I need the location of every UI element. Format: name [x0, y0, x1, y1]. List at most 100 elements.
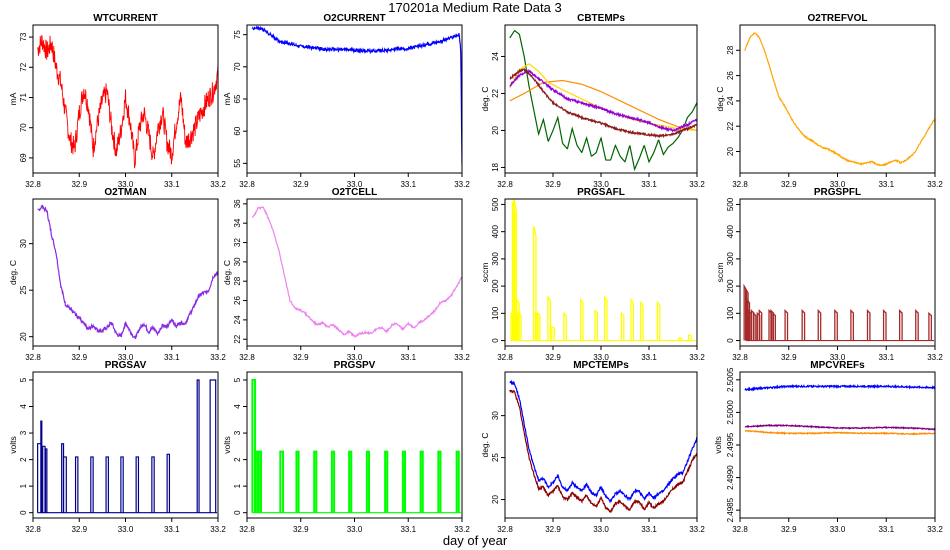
- y-tick-label: 28: [233, 276, 242, 285]
- series-prgspfl-spike: [834, 309, 838, 341]
- series-prgspv-pulse: [455, 450, 460, 513]
- y-tick-label: 55: [233, 158, 242, 167]
- x-tick-label: 33.0: [830, 180, 846, 189]
- x-tick-label: 32.9: [781, 525, 797, 534]
- y-tick-label: 26: [726, 71, 735, 80]
- x-tick-label: 33.1: [641, 525, 657, 534]
- panel-title: O2TREFVOL: [807, 13, 867, 24]
- y-tick-label: 30: [491, 411, 500, 420]
- x-tick-label: 33.2: [210, 525, 226, 534]
- y-tick-label: 20: [491, 495, 500, 504]
- x-tick-label: 33.0: [830, 525, 846, 534]
- plot-frame: [246, 371, 463, 519]
- plot-area: [510, 199, 697, 342]
- y-axis-label: volts: [8, 436, 18, 453]
- series-prgspv-pulse: [384, 450, 389, 513]
- plot-area: [743, 283, 935, 342]
- x-tick-label: 33.2: [689, 525, 705, 534]
- y-tick-label: 24: [491, 51, 500, 60]
- series-prgspfl-spike: [801, 309, 806, 341]
- x-tick-label: 33.1: [641, 180, 657, 189]
- y-tick-label: 26: [233, 296, 242, 305]
- series-prgsafl-spike: [579, 297, 584, 341]
- plot-area: [509, 379, 697, 514]
- series-prgsav-pulse: [209, 379, 217, 513]
- plot-area: [37, 204, 218, 340]
- y-tick-label: 200: [491, 279, 500, 293]
- series-prgspfl-spike: [915, 309, 919, 341]
- panel-title: MPCTEMPs: [573, 360, 629, 371]
- panel-title: O2TMAN: [104, 187, 146, 198]
- x-tick-label: 33.1: [164, 525, 180, 534]
- plot-area: [251, 378, 461, 514]
- series-prgsafl-spike: [551, 325, 555, 341]
- panel-mpcvrefs: MPCVREFs 32.8 32.9 33.0 33.1 33.2 2.4985 2.4990…: [713, 360, 943, 534]
- series-prgsafl-spike: [563, 311, 567, 341]
- plot-frame: [32, 371, 219, 519]
- series-prgsafl-spike: [518, 311, 522, 341]
- series-prgspv-pulse: [251, 378, 257, 513]
- series-prgspv-pulse: [254, 450, 259, 513]
- series-prgspv-pulse: [437, 450, 442, 513]
- panel-cbtemps: CBTEMPs 32.8 32.9 33.0 33.1 33.2 18 20 22 24 deg. …: [480, 13, 705, 189]
- y-tick-label: 25: [491, 453, 500, 462]
- series-cbtemp5-line: [509, 67, 697, 139]
- series-prgspfl-spike: [817, 309, 822, 341]
- plot-area: [744, 32, 935, 167]
- x-tick-label: 33.2: [454, 180, 470, 189]
- series-prgsafl-spike: [678, 337, 683, 341]
- panel-prgspv: PRGSPV 32.8 32.9 33.0 33.1 33.2 0 1 2 3 4 5 volts: [222, 360, 470, 534]
- x-tick-label: 33.2: [454, 525, 470, 534]
- x-tick-label: 32.9: [293, 353, 309, 362]
- panel-title: PRGSAV: [105, 360, 147, 371]
- x-tick-label: 33.2: [689, 353, 705, 362]
- series-prgsafl-spike: [513, 199, 517, 341]
- x-tick-label: 32.8: [239, 525, 255, 534]
- y-tick-label: 60: [233, 126, 242, 135]
- series-prgsafl-spike: [536, 311, 541, 341]
- x-tick-label: 32.8: [25, 525, 41, 534]
- y-tick-label: 36: [233, 199, 242, 208]
- y-tick-label: 0: [19, 510, 28, 515]
- series-prgspv-pulse: [295, 450, 300, 513]
- y-tick-label: 1: [19, 483, 28, 488]
- y-tick-label: 20: [726, 146, 735, 155]
- series-wtcurrent-line: [37, 35, 218, 169]
- y-tick-label: 22: [491, 88, 500, 97]
- series-prgsav-pulse: [166, 453, 171, 513]
- series-prgsav-pulse: [196, 379, 200, 513]
- y-tick-label: 5: [233, 377, 242, 382]
- panel-o2current: O2CURRENT 32.8 32.9 33.0 33.1 33.2 55 60 65 70 75 m…: [222, 13, 470, 189]
- x-tick-label: 32.8: [732, 353, 748, 362]
- panel-title: CBTEMPs: [577, 13, 625, 24]
- series-cbtemp2-line: [509, 79, 697, 132]
- x-tick-label: 33.0: [118, 180, 134, 189]
- series-prgsafl-spike: [547, 294, 552, 341]
- series-prgsav-pulse: [62, 456, 67, 513]
- y-axis-label: volts: [222, 436, 232, 453]
- series-mpctemp2-line: [509, 389, 697, 514]
- y-tick-label: 100: [491, 306, 500, 320]
- series-prgspv-pulse: [279, 450, 285, 513]
- y-tick-label: 75: [233, 30, 242, 39]
- plot-area: [37, 379, 218, 514]
- x-tick-label: 33.1: [400, 525, 416, 534]
- x-tick-label: 33.2: [210, 353, 226, 362]
- x-tick-label: 33.0: [347, 180, 363, 189]
- x-tick-label: 33.1: [878, 525, 894, 534]
- x-tick-label: 32.9: [545, 353, 561, 362]
- y-tick-label: 28: [726, 45, 735, 54]
- plot-frame: [739, 24, 936, 174]
- plot-area: [251, 25, 462, 166]
- series-mpcvref1-line: [744, 383, 935, 392]
- panel-mpctemps: MPCTEMPs 32.8 32.9 33.0 33.1 33.2 20 25 30 deg. C: [480, 360, 705, 534]
- x-tick-label: 32.8: [25, 353, 41, 362]
- series-prgsafl-spike: [630, 297, 635, 341]
- panel-o2trefvol: O2TREFVOL 32.8 32.9 33.0 33.1 33.2 20 22 24 26 28 d…: [715, 13, 943, 189]
- plot-frame: [504, 24, 698, 174]
- y-tick-label: 500: [491, 197, 500, 211]
- y-tick-label: 73: [19, 32, 28, 41]
- x-tick-label: 33.1: [400, 353, 416, 362]
- series-prgsafl-spike: [687, 334, 692, 341]
- panel-o2tman: O2TMAN 32.8 32.9 33.0 33.1 33.2 20 25 30 deg. C: [8, 187, 226, 362]
